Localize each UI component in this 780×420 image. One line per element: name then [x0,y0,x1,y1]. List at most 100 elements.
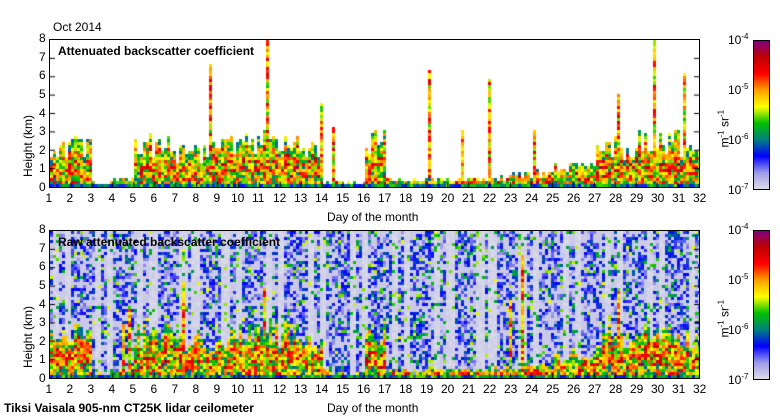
x-tick-label: 9 [213,382,221,396]
colorbar-tick-label: 10-4 [728,32,749,47]
x-tick-label: 19 [420,191,434,205]
x-tick-label: 30 [651,191,665,205]
date-label: Oct 2014 [53,20,102,34]
x-tick-label: 17 [378,191,392,205]
x-tick-label: 2 [66,191,74,205]
y-axis-label: Height (km) [21,114,35,177]
y-tick-label: 3 [39,124,46,139]
colorbar-bottom [753,230,770,380]
x-tick-label: 1 [45,382,53,396]
colorbar-tick-label: 10-5 [728,82,749,97]
x-tick-label: 28 [609,191,623,205]
x-tick-label: 13 [294,382,308,396]
x-tick-label: 24 [525,382,539,396]
x-tick-label: 25 [546,382,560,396]
colorbar-tick-label: 10-4 [728,222,749,237]
y-tick-label: 1 [39,161,46,176]
x-tick-label: 23 [504,191,518,205]
x-tick-label: 24 [525,191,539,205]
y-tick-label: 5 [39,86,46,101]
x-tick-label: 5 [129,382,137,396]
heatmap-attenuated [50,40,699,187]
y-tick-label: 5 [39,277,46,292]
x-tick-label: 26 [567,191,581,205]
x-tick-label: 21 [462,191,476,205]
x-tick-label: 20 [441,382,455,396]
x-tick-label: 22 [483,191,497,205]
y-tick-label: 2 [39,142,46,157]
x-tick-label: 32 [693,191,707,205]
x-tick-label: 28 [609,382,623,396]
x-tick-label: 29 [630,382,644,396]
x-tick-label: 14 [315,382,329,396]
x-tick-label: 11 [252,382,265,396]
x-tick-label: 10 [231,382,245,396]
colorbar-top [753,40,770,190]
x-tick-label: 12 [273,382,287,396]
y-axis-label: Height (km) [21,305,35,368]
x-axis-label: Day of the month [327,210,419,224]
y-tick-label: 0 [39,371,46,385]
y-tick-label: 6 [39,68,46,83]
x-tick-label: 21 [462,382,476,396]
y-tick-label: 3 [39,315,46,330]
x-tick-label: 10 [231,191,245,205]
y-tick-label: 8 [39,31,46,45]
y-tick-label: 2 [39,333,46,348]
panel-bottom: Raw attenuated backscatter coefficient [49,230,700,379]
x-tick-label: 4 [108,382,116,396]
y-tick-label: 4 [39,105,46,120]
x-tick-label: 8 [192,382,200,396]
x-tick-label: 29 [630,191,644,205]
panel-top: Attenuated backscatter coefficient [49,39,700,188]
x-tick-label: 5 [129,191,137,205]
y-tick-label: 8 [39,222,46,236]
instrument-caption: Tiksi Vaisala 905-nm CT25K lidar ceilome… [4,401,254,415]
x-tick-label: 15 [336,191,350,205]
x-tick-label: 4 [108,191,116,205]
x-tick-label: 27 [588,382,602,396]
y-tick-label: 7 [39,240,46,255]
x-tick-label: 16 [357,191,371,205]
x-tick-label: 13 [294,191,308,205]
x-tick-label: 3 [87,191,95,205]
x-tick-label: 19 [420,382,434,396]
x-tick-label: 17 [378,382,392,396]
x-tick-label: 32 [693,382,707,396]
x-tick-label: 15 [336,382,350,396]
x-tick-label: 1 [45,191,53,205]
colorbar-tick-label: 10-6 [728,132,749,147]
colorbar-tick-label: 10-7 [728,372,749,387]
x-tick-label: 8 [192,191,200,205]
y-tick-label: 1 [39,352,46,367]
x-tick-label: 14 [315,191,329,205]
x-tick-label: 3 [87,382,95,396]
y-tick-label: 4 [39,296,46,311]
x-tick-label: 11 [252,191,265,205]
x-tick-label: 22 [483,382,497,396]
panel-title: Attenuated backscatter coefficient [58,44,255,58]
x-tick-label: 18 [399,191,413,205]
x-tick-label: 6 [150,191,158,205]
x-tick-label: 12 [273,191,287,205]
x-tick-label: 27 [588,191,602,205]
x-tick-label: 20 [441,191,455,205]
x-tick-label: 18 [399,382,413,396]
x-axis-label: Day of the month [327,401,419,415]
y-tick-label: 7 [39,49,46,64]
colorbar-tick-label: 10-5 [728,272,749,287]
x-tick-label: 31 [672,382,686,396]
colorbar-tick-label: 10-7 [728,182,749,197]
x-tick-label: 9 [213,191,221,205]
panel-title: Raw attenuated backscatter coefficient [58,235,281,249]
y-tick-label: 6 [39,259,46,274]
heatmap-raw [50,231,699,378]
x-tick-label: 16 [357,382,371,396]
x-tick-label: 7 [171,382,179,396]
x-tick-label: 30 [651,382,665,396]
y-tick-label: 0 [39,180,46,194]
x-tick-label: 31 [672,191,686,205]
x-tick-label: 6 [150,382,158,396]
x-tick-label: 23 [504,382,518,396]
